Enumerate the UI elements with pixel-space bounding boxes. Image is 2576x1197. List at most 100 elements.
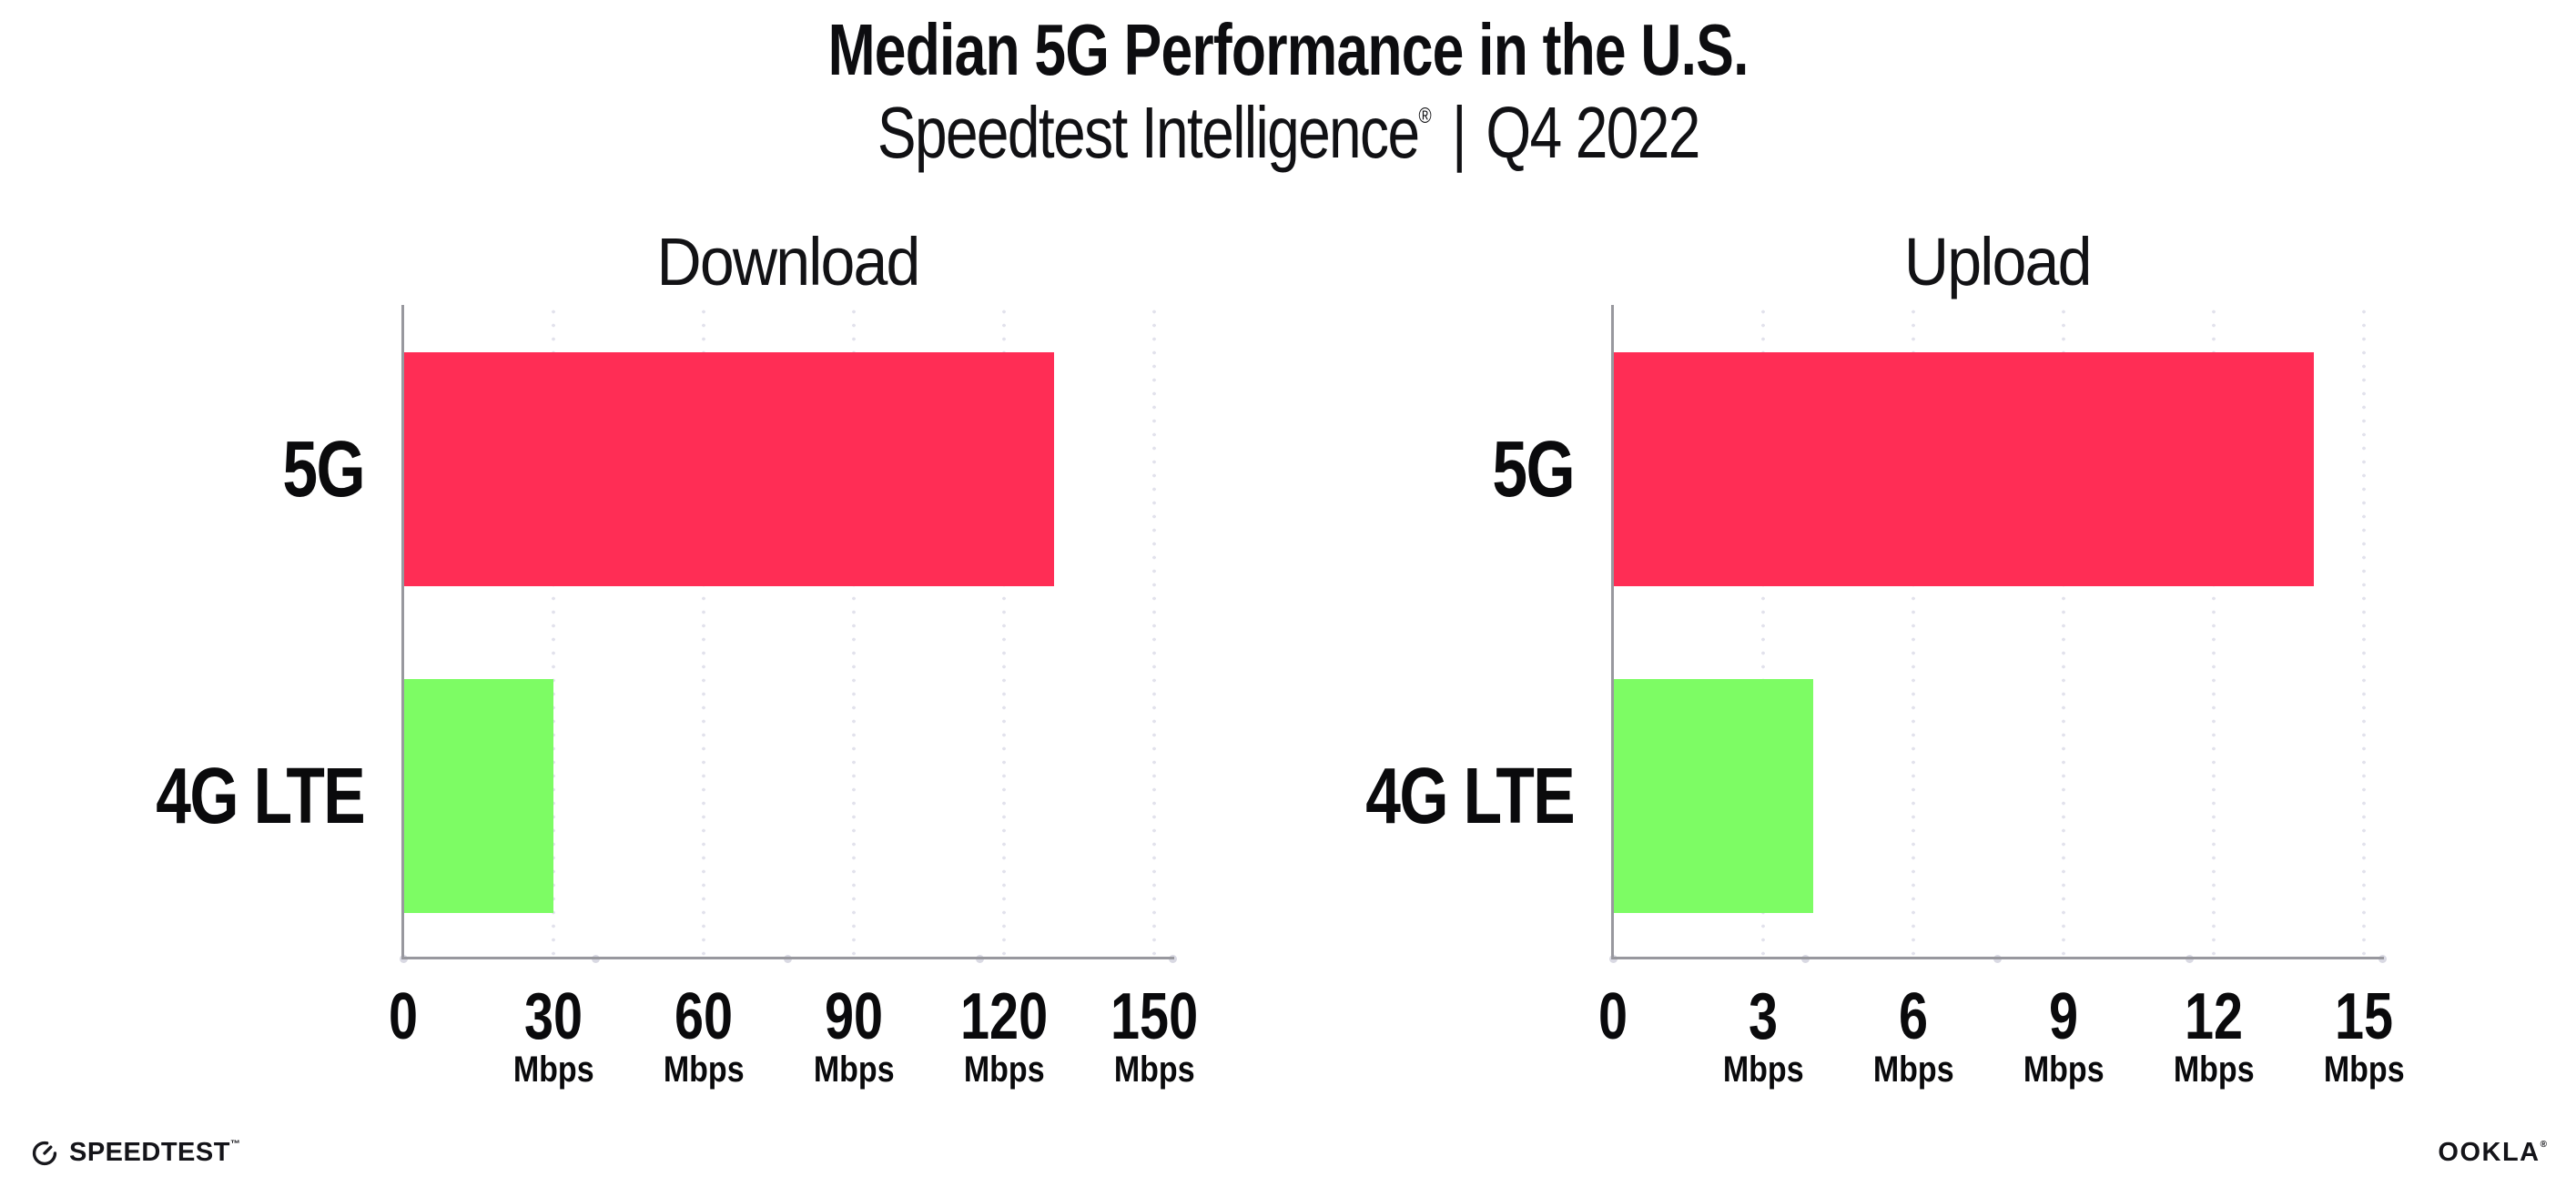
x-tick-value-text: 90 (824, 980, 884, 1053)
category-label-text: 4G LTE (1365, 751, 1575, 840)
x-tick-unit: Mbps (1963, 1050, 2164, 1090)
x-tick-label: 150 Mbps (1054, 980, 1254, 1090)
y-axis-line (401, 305, 404, 959)
x-tick-value: 9 (1963, 980, 2164, 1053)
gridline (1761, 305, 1765, 959)
subtitle-separator: | (1451, 92, 1467, 173)
y-axis-line (1611, 305, 1614, 959)
category-label-5g: 5G (1264, 424, 1575, 513)
chart-title: Download (403, 224, 1172, 300)
x-tick-unit: Mbps (1663, 1050, 1863, 1090)
plot-area: 5G 4G LTE 0 30 Mbps 60 Mbps 90 Mbps 120 Mbps 150 Mbp… (156, 305, 1198, 1090)
x-tick-label: 15 Mbps (2264, 980, 2464, 1090)
x-tick-value-text: 15 (2334, 980, 2394, 1053)
gridline (2062, 305, 2065, 959)
x-tick-unit-text: Mbps (2173, 1050, 2255, 1090)
plot-area: 5G 4G LTE 0 3 Mbps 6 Mbps 9 Mbps 12 Mbps 15 Mbps (1365, 305, 2404, 1090)
x-tick-label: 12 Mbps (2114, 980, 2314, 1090)
x-tick-value: 3 (1663, 980, 1863, 1053)
bar-4g-lte (403, 679, 553, 913)
x-tick-value: 15 (2264, 980, 2464, 1053)
x-tick-unit-text: Mbps (2023, 1050, 2104, 1090)
gridline (2212, 305, 2216, 959)
x-tick-value-text: 60 (674, 980, 734, 1053)
category-label-text: 5G (1492, 424, 1575, 513)
category-label-text: 5G (282, 424, 365, 513)
x-tick-value-text: 120 (959, 980, 1049, 1053)
bar-5g (403, 352, 1054, 586)
x-tick-unit: Mbps (1054, 1050, 1254, 1090)
gridline (2362, 305, 2366, 959)
gridline (1152, 305, 1156, 959)
x-tick-unit-text: Mbps (2323, 1050, 2405, 1090)
x-tick-value-text: 12 (2184, 980, 2244, 1053)
x-tick-unit-text: Mbps (1872, 1050, 1954, 1090)
x-tick-value-text: 0 (388, 980, 419, 1053)
x-tick-value-text: 150 (1110, 980, 1199, 1053)
ookla-wordmark: OOKLA (2438, 1137, 2541, 1167)
x-tick-unit: Mbps (453, 1050, 654, 1090)
x-tick-unit-text: Mbps (813, 1050, 895, 1090)
x-tick-unit-text: Mbps (1722, 1050, 1804, 1090)
x-tick-unit: Mbps (2264, 1050, 2464, 1090)
x-tick-label: 3 Mbps (1663, 980, 1863, 1090)
x-tick-label: 0 (1513, 980, 1713, 1053)
gridline (1912, 305, 1915, 959)
x-tick-label: 9 Mbps (1963, 980, 2164, 1090)
x-tick-value-text: 30 (523, 980, 583, 1053)
category-label-4g-lte: 4G LTE (1264, 751, 1575, 840)
chart-title-text: Upload (1904, 224, 2093, 299)
subtitle-period: Q4 2022 (1486, 92, 1700, 173)
x-tick-unit-text: Mbps (663, 1050, 745, 1090)
x-tick-value: 12 (2114, 980, 2314, 1053)
x-tick-value: 30 (453, 980, 654, 1053)
x-tick-unit: Mbps (2114, 1050, 2314, 1090)
x-tick-unit: Mbps (603, 1050, 804, 1090)
x-tick-value: 0 (1513, 980, 1713, 1053)
x-tick-unit-text: Mbps (1113, 1050, 1195, 1090)
x-tick-value: 120 (904, 980, 1104, 1053)
x-tick-unit-text: Mbps (963, 1050, 1045, 1090)
x-tick-value: 90 (754, 980, 954, 1053)
ookla-logo: OOKLA ® (2438, 1136, 2547, 1169)
registered-mark-icon: ® (2540, 1139, 2547, 1150)
x-tick-value: 60 (603, 980, 804, 1053)
speedtest-logo: SPEEDTEST ™ (31, 1134, 240, 1171)
category-label-text: 4G LTE (156, 751, 365, 840)
subtitle-brand: Speedtest Intelligence (877, 92, 1420, 173)
x-tick-value: 6 (1813, 980, 2013, 1053)
x-tick-label: 30 Mbps (453, 980, 654, 1090)
x-tick-unit: Mbps (1813, 1050, 2013, 1090)
page-title: Median 5G Performance in the U.S. (827, 9, 1749, 90)
bar-5g (1613, 352, 2314, 586)
gridline (852, 305, 856, 959)
x-tick-value-text: 3 (1748, 980, 1779, 1053)
speedtest-gauge-icon (32, 1141, 57, 1166)
x-tick-unit: Mbps (904, 1050, 1104, 1090)
chart-title: Upload (1613, 224, 2382, 300)
x-tick-unit-text: Mbps (512, 1050, 594, 1090)
speedtest-wordmark: SPEEDTEST (69, 1137, 230, 1167)
x-tick-value-text: 9 (2048, 980, 2079, 1053)
x-axis-line (1611, 957, 2384, 959)
x-tick-label: 6 Mbps (1813, 980, 2013, 1090)
x-tick-unit: Mbps (754, 1050, 954, 1090)
category-label-4g-lte: 4G LTE (55, 751, 365, 840)
x-tick-value: 150 (1054, 980, 1254, 1053)
x-tick-value-text: 0 (1597, 980, 1628, 1053)
x-tick-label: 0 (303, 980, 503, 1053)
x-tick-label: 60 Mbps (603, 980, 804, 1090)
category-label-5g: 5G (55, 424, 365, 513)
page-subtitle: Speedtest Intelligence® | Q4 2022 (0, 91, 2576, 193)
gridline (1002, 305, 1006, 959)
registered-mark-icon: ® (1418, 104, 1432, 128)
trademark-mark-icon: ™ (229, 1139, 240, 1150)
gridline (552, 305, 555, 959)
x-tick-label: 90 Mbps (754, 980, 954, 1090)
x-tick-value: 0 (303, 980, 503, 1053)
x-tick-value-text: 6 (1898, 980, 1929, 1053)
bar-4g-lte (1613, 679, 1813, 913)
chart-title-text: Download (656, 224, 920, 299)
gridline (702, 305, 705, 959)
